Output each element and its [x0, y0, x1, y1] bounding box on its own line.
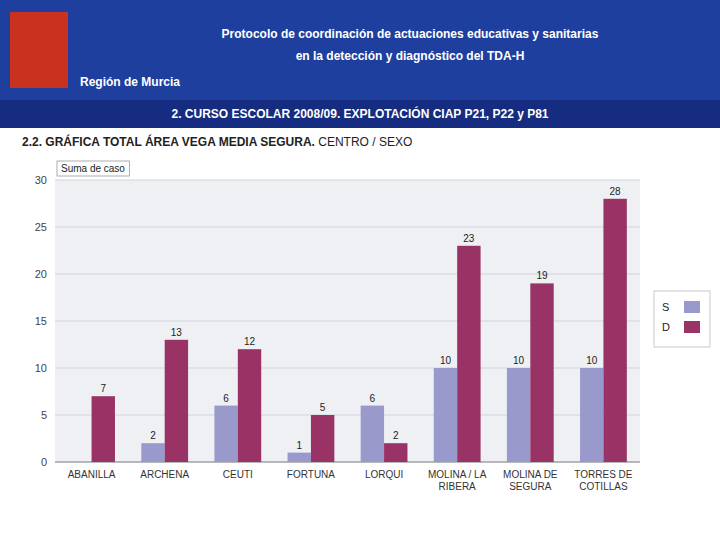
- x-tick-label-line: MOLINA DE: [503, 469, 558, 480]
- x-tick-label: FORTUNA: [287, 469, 335, 480]
- data-label: 10: [513, 355, 525, 366]
- bar: [92, 396, 115, 462]
- bars: [92, 199, 627, 462]
- data-label: 7: [100, 383, 106, 394]
- x-tick-label-line: ARCHENA: [140, 469, 189, 480]
- x-tick-label-line: TORRES DE: [574, 469, 632, 480]
- bar: [68, 462, 91, 463]
- x-tick-label-line: FORTUNA: [287, 469, 335, 480]
- bar: [361, 406, 384, 462]
- subtitle: 2. CURSO ESCOLAR 2008/09. EXPLOTACIÓN CI…: [171, 106, 548, 121]
- data-label: 13: [171, 327, 183, 338]
- grid: [55, 180, 640, 462]
- data-label: 2: [150, 430, 156, 441]
- x-tick-label: ARCHENA: [140, 469, 189, 480]
- data-label: 2: [393, 430, 399, 441]
- bar: [311, 415, 334, 462]
- legend-swatch: [684, 321, 700, 333]
- data-label: 12: [244, 336, 256, 347]
- x-tick-label: ABANILLA: [68, 469, 116, 480]
- x-tick-label: TORRES DECOTILLAS: [574, 469, 632, 492]
- bar: [434, 368, 457, 462]
- chart-root: Región de Murcia Protocolo de coordinació…: [0, 0, 720, 540]
- data-label: 6: [370, 393, 376, 404]
- bar: [507, 368, 530, 462]
- legend: SD: [654, 291, 710, 347]
- bar: [238, 349, 261, 462]
- title: 2.2. GRÁFICA TOTAL ÁREA VEGA MEDIA SEGUR…: [22, 134, 315, 149]
- bar: [214, 406, 237, 462]
- legend-label: D: [662, 321, 670, 333]
- x-tick-label-line: MOLINA / LA: [428, 469, 487, 480]
- x-tick-label-line: LORQUI: [365, 469, 403, 480]
- bar: [141, 443, 164, 462]
- header-line: en la detección y diagnóstico del TDA-H: [296, 49, 525, 63]
- bar: [384, 443, 407, 462]
- header-band: [0, 0, 720, 100]
- legend-label: S: [662, 301, 669, 313]
- data-label: 23: [463, 233, 475, 244]
- data-label: 10: [586, 355, 598, 366]
- data-label: 1: [296, 440, 302, 451]
- title-suffix: CENTRO / SEXO: [315, 135, 412, 149]
- y-tick-label: 0: [41, 456, 47, 468]
- data-label: 19: [536, 270, 548, 281]
- bar: [603, 199, 626, 462]
- bar: [580, 368, 603, 462]
- header-line: Protocolo de coordinación de actuaciones…: [222, 27, 599, 41]
- x-tick-label: MOLINA / LARIBERA: [428, 469, 487, 492]
- grid-line: [55, 227, 640, 228]
- x-tick-label-line: ABANILLA: [68, 469, 116, 480]
- x-tick-label-line: COTILLAS: [579, 481, 628, 492]
- y-tick-label: 20: [35, 268, 47, 280]
- y-tick-label: 30: [35, 174, 47, 186]
- bar: [165, 340, 188, 462]
- bar: [457, 246, 480, 462]
- y-axis-label: Suma de caso: [61, 163, 125, 174]
- y-tick-label: 15: [35, 315, 47, 327]
- x-tick-label: MOLINA DESEGURA: [503, 469, 558, 492]
- logo: [10, 12, 68, 88]
- data-labels: 2 6 1 6 10 10 10 7 13 12 5 2 23 19 28: [100, 186, 621, 451]
- x-tick-label: CEUTI: [223, 469, 253, 480]
- grid-line: [55, 180, 640, 181]
- subtitle-band: [0, 100, 720, 128]
- header-region: Región de Murcia: [80, 75, 180, 89]
- grid-line: [55, 274, 640, 275]
- x-tick-label-line: RIBERA: [439, 481, 477, 492]
- y-axis-label-box: [57, 161, 129, 176]
- bar: [288, 453, 311, 462]
- data-label: 28: [610, 186, 622, 197]
- y-tick-label: 5: [41, 409, 47, 421]
- y-tick-label: 25: [35, 221, 47, 233]
- x-tick-label-line: CEUTI: [223, 469, 253, 480]
- x-tick-label: LORQUI: [365, 469, 403, 480]
- bar: [530, 283, 553, 462]
- y-tick-label: 10: [35, 362, 47, 374]
- plot-background: [55, 180, 640, 462]
- legend-swatch: [684, 301, 700, 313]
- x-tick-label-line: SEGURA: [509, 481, 552, 492]
- legend-box: [654, 291, 710, 347]
- data-label: 6: [223, 393, 229, 404]
- data-label: 10: [440, 355, 452, 366]
- data-label: 5: [320, 402, 326, 413]
